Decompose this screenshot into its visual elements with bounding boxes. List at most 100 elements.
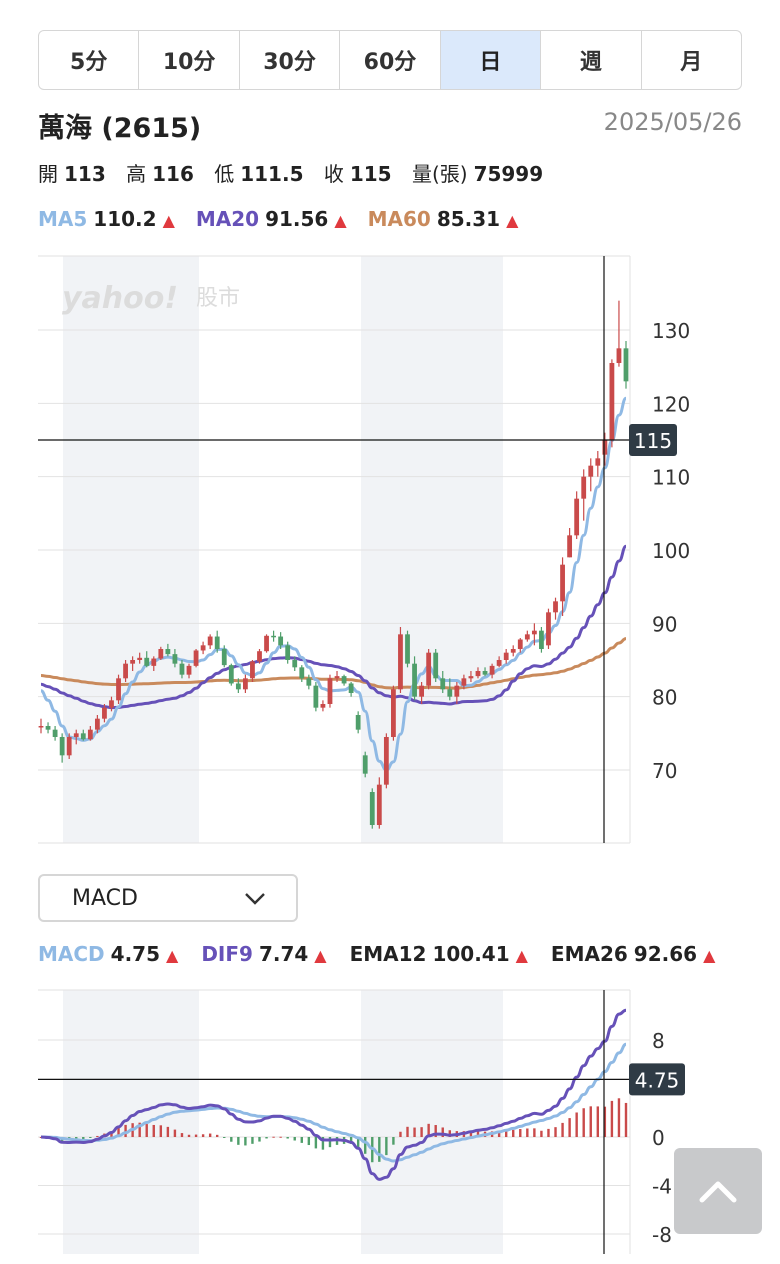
macd-histogram-bar [526,1128,529,1137]
candle-body [560,564,565,602]
candle-body [299,667,305,679]
crosshair-value-label: 115 [634,429,672,453]
macd-histogram-bar [547,1128,550,1137]
y-tick-label: 100 [652,539,690,563]
dif9-legend-item: DIF9 7.74 ▲ [201,942,326,966]
candle-body [433,652,439,679]
watermark-logo: yahoo! [62,281,178,316]
candle-body [426,652,432,686]
macd-histogram-bar [159,1125,163,1137]
macd-histogram-bar [244,1137,247,1146]
macd-histogram-bar [399,1131,402,1137]
macd-histogram-bar [364,1137,367,1154]
ma5-value: 110.2 [93,207,157,231]
quote-date: 2025/05/26 [603,108,742,136]
candle-body [144,657,150,666]
macd-value: 4.75 [110,942,161,966]
back-to-top-button[interactable] [674,1148,762,1234]
period-tabs: 5分 10分 30分 60分 日 週 月 [38,30,742,90]
macd-histogram-bar [512,1129,515,1137]
macd-chart[interactable]: 8 0 -4 -8 4.75 [0,986,780,1264]
macd-histogram-bar [427,1123,430,1137]
candle-body [468,676,474,679]
macd-histogram-bar [258,1137,261,1142]
open-label: 開 [38,162,58,186]
macd-histogram-bar [603,1106,607,1137]
dif9-value: 7.74 [258,942,309,966]
candle-body [391,689,396,737]
candle-body [412,663,417,697]
macd-legend: MACD 4.75 ▲ DIF9 7.74 ▲ EMA12 100.41 ▲ EMA26 92… [38,942,731,966]
candle-body [602,440,608,455]
ema12-label: EMA12 [349,942,427,966]
ema26-label: EMA26 [550,942,628,966]
y-tick-label: 120 [652,392,690,416]
tab-month[interactable]: 月 [640,31,741,89]
ma20-line [40,544,627,710]
candle-body [38,726,44,728]
indicator-select[interactable]: MACD [38,874,298,922]
macd-histogram-bar [279,1136,282,1138]
candle-body [503,652,509,660]
candle-body [179,663,185,675]
candle-body [398,634,403,690]
low-value: 111.5 [240,162,304,186]
macd-histogram-bar [561,1122,564,1137]
candle-body [327,678,333,704]
macd-histogram-bar [385,1137,388,1156]
price-chart[interactable]: yahoo! 股市 130 120 110 100 90 80 70 115 [0,250,780,850]
candle-body [461,678,467,686]
macd-histogram-bar [187,1134,191,1137]
ma60-value: 85.31 [436,207,501,231]
macd-histogram-bar [497,1130,501,1137]
macd-label: MACD [38,942,105,966]
candle-body [193,650,199,666]
tab-5min[interactable]: 5分 [70,50,108,75]
candle-body [207,636,213,646]
candle-body [348,683,354,693]
candle-body [264,635,269,652]
candle-body [137,657,143,660]
macd-histogram-bar [89,1137,92,1138]
shaded-band [361,990,503,1254]
up-arrow-icon: ▲ [334,211,347,230]
ma60-line [40,637,627,690]
candle-body [369,792,375,825]
candle-body [341,676,347,684]
tab-10min[interactable]: 10分 [138,31,238,89]
macd-histogram-bar [540,1130,543,1137]
macd-histogram-bar [406,1126,409,1137]
macd-histogram-bar [75,1137,78,1140]
candle-body [151,658,157,666]
macd-histogram-bar [173,1129,177,1137]
crosshair-value-label: 4.75 [635,1068,680,1092]
candle-body [59,737,65,756]
volume-value: 75999 [473,162,544,186]
dif9-line [40,1008,627,1181]
macd-histogram-bar [321,1137,325,1150]
close-value: 115 [349,162,392,186]
tab-day[interactable]: 日 [439,31,541,89]
macd-histogram-bar [307,1137,311,1146]
macd-histogram-bar [413,1127,416,1137]
candle-body [172,654,178,664]
up-arrow-icon: ▲ [515,946,528,965]
tab-week[interactable]: 週 [540,31,640,89]
candle-body [475,671,481,677]
candle-body [123,663,128,679]
candle-body [306,678,312,686]
candle-body [567,535,573,558]
shaded-band [63,990,199,1254]
tab-30min[interactable]: 30分 [238,31,339,89]
macd-histogram-bar [476,1131,480,1137]
candle-body [66,737,72,756]
macd-histogram-bar [166,1126,170,1137]
macd-histogram-bar [145,1124,148,1137]
tab-60min[interactable]: 60分 [339,31,439,89]
macd-histogram-bar [582,1108,585,1137]
up-arrow-icon: ▲ [166,946,179,965]
macd-histogram-bar [575,1112,578,1137]
macd-histogram-bar [314,1137,318,1149]
macd-histogram-bar [448,1130,451,1137]
up-arrow-icon: ▲ [162,211,175,230]
